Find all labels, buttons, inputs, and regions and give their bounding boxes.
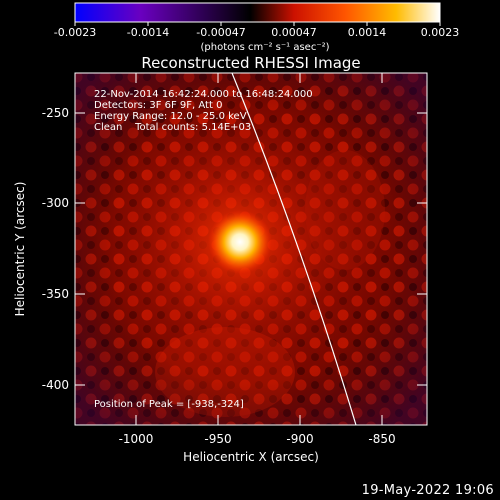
- colorbar-strip: [74, 2, 441, 23]
- info-clean-counts: Clean Total counts: 5.14E+03: [94, 122, 251, 133]
- footer-date: 19-May-2022 19:06: [361, 483, 494, 498]
- y-tick-label: -300: [42, 196, 69, 210]
- info-energy-range: Energy Range: 12.0 - 25.0 keV: [94, 111, 247, 122]
- x-tick-label: -850: [368, 432, 395, 446]
- plot-title: Reconstructed RHESSI Image: [141, 54, 360, 72]
- colorbar: -0.0023 -0.0014 -0.00047 0.00047 0.0014 …: [54, 2, 460, 53]
- colorbar-tick-marks: [74, 22, 441, 26]
- colorbar-tick-label: 0.0014: [348, 26, 387, 39]
- y-tick-label: -400: [42, 378, 69, 392]
- y-axis-label: Heliocentric Y (arcsec): [13, 182, 27, 317]
- peak-position-label: Position of Peak = [-938,-324]: [94, 399, 244, 410]
- plot-frame: [74, 72, 428, 426]
- info-time-range: 22-Nov-2014 16:42:24.000 to 16:48:24.000: [94, 89, 313, 100]
- colorbar-tick-label: -0.00047: [196, 26, 245, 39]
- solar-limb-line: [231, 73, 357, 425]
- observation-info: 22-Nov-2014 16:42:24.000 to 16:48:24.000…: [94, 89, 313, 133]
- colorbar-unit-label: (photons cm⁻² s⁻¹ asec⁻²): [200, 42, 329, 53]
- colorbar-tick-label: 0.0023: [421, 26, 460, 39]
- axis-ticks: [75, 73, 427, 425]
- rhessi-image: [75, 73, 427, 425]
- flare-source: [208, 210, 272, 274]
- x-tick-label: -950: [204, 432, 231, 446]
- info-detectors: Detectors: 3F 6F 9F, Att 0: [94, 100, 222, 111]
- colorbar-tick-label: -0.0014: [127, 26, 169, 39]
- x-tick-label: -900: [286, 432, 313, 446]
- x-tick-label: -1000: [119, 432, 154, 446]
- colorbar-tick-label: 0.00047: [271, 26, 317, 39]
- y-tick-label: -250: [42, 106, 69, 120]
- x-axis-label: Heliocentric X (arcsec): [183, 450, 319, 464]
- y-tick-label: -350: [42, 287, 69, 301]
- colorbar-tick-label: -0.0023: [54, 26, 96, 39]
